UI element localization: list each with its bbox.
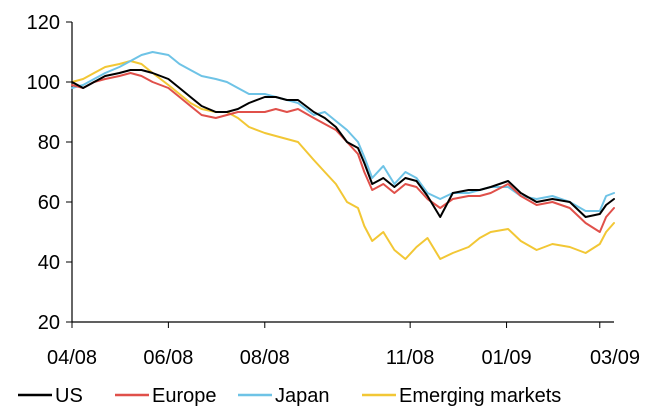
x-tick-label: 06/08 — [143, 347, 193, 369]
series-line-us — [71, 69, 615, 218]
x-tick-label: 08/08 — [240, 347, 290, 369]
x-tick-label: 04/08 — [47, 347, 97, 369]
y-tick-label: 60 — [38, 192, 60, 214]
series-line-emerging-markets — [71, 60, 615, 260]
x-tick-label: 03/09 — [590, 347, 640, 369]
y-tick-label: 20 — [38, 312, 60, 334]
series-lines — [71, 51, 615, 260]
y-tick-label: 40 — [38, 252, 60, 274]
series-line-europe — [71, 72, 615, 233]
series-line-japan — [71, 51, 615, 212]
legend-label-europe: Europe — [152, 385, 217, 407]
legend: US Europe Japan Emerging markets — [18, 385, 561, 407]
legend-label-us: US — [55, 385, 83, 407]
x-tick-label: 01/09 — [482, 347, 532, 369]
y-tick-label: 100 — [27, 72, 60, 94]
axes: 20 40 60 80 100 120 04/08 06/08 08/08 11/08 01/09 0… — [27, 12, 640, 369]
y-tick-label: 80 — [38, 132, 60, 154]
x-tick-label: 11/08 — [386, 347, 435, 369]
legend-label-japan: Japan — [275, 385, 330, 407]
legend-label-emerging-markets: Emerging markets — [399, 385, 561, 407]
y-tick-label: 120 — [27, 12, 60, 34]
